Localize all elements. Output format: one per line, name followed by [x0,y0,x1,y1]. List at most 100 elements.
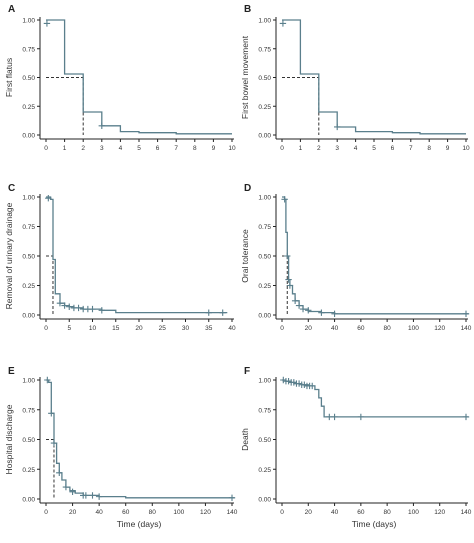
x-tick-label: 80 [149,509,157,516]
y-tick-label: 0.75 [258,407,271,414]
y-tick-label: 0.00 [22,133,35,140]
censor-mark [309,382,316,390]
y-axis-label: First flatus [4,58,14,97]
y-tick-label: 0.75 [258,224,271,231]
x-tick-label: 1 [299,145,303,152]
x-tick-label: 25 [159,325,167,332]
censor-mark [69,488,76,496]
y-tick-label: 0.25 [22,283,35,290]
y-axis-label: Oral tolerance [240,229,250,283]
y-tick-label: 0.25 [258,467,271,474]
censor-mark [75,304,82,312]
x-tick-label: 1 [63,145,67,152]
x-tick-label: 10 [228,145,236,152]
panel-c: C 0.00 0.25 0.50 0.75 1.00 0 5 10 15 20 25 30 35 40 Rem… [4,183,236,332]
x-tick-label: 100 [408,325,419,332]
censor-mark [56,300,64,307]
censor-mark [89,305,96,313]
y-tick-label: 0.50 [22,437,35,444]
x-tick-label: 10 [89,325,97,332]
y-tick-label: 0.25 [258,283,271,290]
panel-e: E 0.00 0.25 0.50 0.75 1.00 0 20 40 60 80 100 120 140 H… [4,366,238,529]
censor-mark [61,302,68,309]
censor-mark [44,376,51,384]
x-tick-label: 7 [174,145,178,152]
x-tick-label: 0 [44,509,48,516]
survival-curve [46,19,232,135]
x-tick-label: 80 [384,325,392,332]
censor-mark [284,252,291,260]
x-axis-label: Time (days) [117,519,162,529]
y-tick-label: 0.50 [22,75,35,82]
x-tick-label: 0 [44,145,48,152]
x-tick-label: 5 [67,325,71,332]
y-tick-label: 0.25 [258,104,271,111]
censor-mark [331,310,338,318]
x-tick-label: 30 [182,325,190,332]
y-tick-label: 0.75 [22,407,35,414]
x-tick-label: 6 [391,145,395,152]
censor-mark [331,413,338,421]
x-tick-label: 7 [409,145,413,152]
y-tick-label: 0.50 [22,254,35,261]
censor-mark [299,305,307,313]
x-tick-label: 120 [434,509,445,516]
censor-mark [82,492,90,499]
x-tick-label: 3 [100,145,104,152]
censor-mark [205,309,212,316]
censor-mark [95,493,103,500]
censor-mark [62,483,70,491]
panel-letter: C [8,183,15,194]
x-tick-label: 100 [173,509,184,516]
x-tick-label: 20 [305,325,313,332]
x-tick-label: 40 [331,325,339,332]
censor-mark [219,309,226,316]
y-tick-label: 0.00 [258,497,271,504]
y-tick-label: 1.00 [258,378,271,385]
x-tick-label: 140 [461,509,472,516]
censor-mark [462,310,470,318]
x-tick-label: 6 [156,145,160,152]
y-axis-label: Hospital discharge [4,404,14,474]
y-tick-label: 0.00 [258,133,271,140]
censor-mark [89,492,96,499]
x-tick-label: 4 [354,145,358,152]
x-tick-label: 140 [461,325,472,332]
y-tick-label: 0.00 [22,313,35,320]
censor-mark [228,494,236,502]
x-tick-label: 35 [205,325,213,332]
x-tick-label: 10 [462,145,470,152]
y-tick-label: 0.50 [258,437,271,444]
y-tick-label: 0.50 [258,254,271,261]
panel-b: B 0.00 0.25 0.50 0.75 1.00 0 1 2 3 4 5 6 7 8 9 10 First b… [240,4,470,152]
x-tick-label: 5 [137,145,141,152]
survival-curve [46,379,235,499]
x-tick-label: 5 [372,145,376,152]
censor-mark [334,123,341,131]
censor-mark [66,303,73,310]
x-tick-label: 0 [280,145,284,152]
y-tick-label: 1.00 [22,18,35,25]
y-tick-label: 1.00 [22,195,35,202]
y-axis-label: First bowel movement [240,35,250,119]
censor-mark [56,469,63,477]
y-tick-label: 0.50 [258,75,271,82]
panel-d: D 0.00 0.25 0.50 0.75 1.00 0 20 40 60 80 100 120 140 O… [240,183,472,332]
survival-curve [282,196,469,315]
panel-a: A 0.00 0.25 0.50 0.75 1.00 0 1 2 3 4 5 6 7 8 9 10 First f… [4,4,236,152]
y-tick-label: 0.25 [22,104,35,111]
x-tick-label: 20 [135,325,143,332]
x-tick-label: 60 [357,325,365,332]
x-tick-label: 60 [122,509,130,516]
x-tick-label: 0 [280,325,284,332]
x-tick-label: 15 [112,325,120,332]
censor-mark [305,307,312,314]
panel-letter: A [8,4,15,15]
y-tick-label: 1.00 [258,18,271,25]
censor-mark [48,410,55,417]
panel-letter: F [244,366,250,377]
panel-f: F 0.00 0.25 0.50 0.75 1.00 0 20 40 60 80 100 120 140 D… [240,366,472,529]
x-tick-label: 2 [81,145,85,152]
censor-mark [291,297,299,305]
